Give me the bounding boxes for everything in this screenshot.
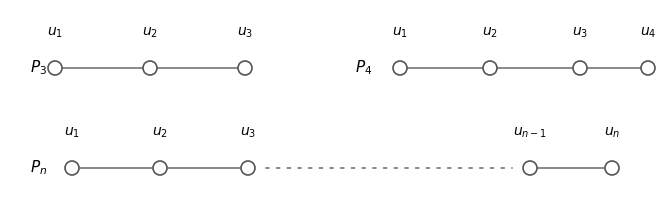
Circle shape [238,61,252,75]
Circle shape [65,161,79,175]
Text: $u_1$: $u_1$ [64,126,80,140]
Circle shape [48,61,62,75]
Text: $u_3$: $u_3$ [240,126,256,140]
Text: $u_2$: $u_2$ [152,126,168,140]
Text: $u_2$: $u_2$ [142,26,158,40]
Text: $u_2$: $u_2$ [482,26,498,40]
Text: $P_3$: $P_3$ [30,59,47,77]
Circle shape [153,161,167,175]
Text: $u_n$: $u_n$ [604,126,620,140]
Text: $u_1$: $u_1$ [392,26,408,40]
Text: $u_4$: $u_4$ [640,26,656,40]
Text: $P_n$: $P_n$ [30,159,47,177]
Circle shape [641,61,655,75]
Text: $u_3$: $u_3$ [572,26,588,40]
Text: $P_4$: $P_4$ [355,59,372,77]
Circle shape [523,161,537,175]
Circle shape [393,61,407,75]
Text: $u_1$: $u_1$ [47,26,63,40]
Text: $u_{n-1}$: $u_{n-1}$ [513,126,547,140]
Text: $u_3$: $u_3$ [237,26,253,40]
Circle shape [483,61,497,75]
Circle shape [605,161,619,175]
Circle shape [241,161,255,175]
Circle shape [143,61,157,75]
Circle shape [573,61,587,75]
